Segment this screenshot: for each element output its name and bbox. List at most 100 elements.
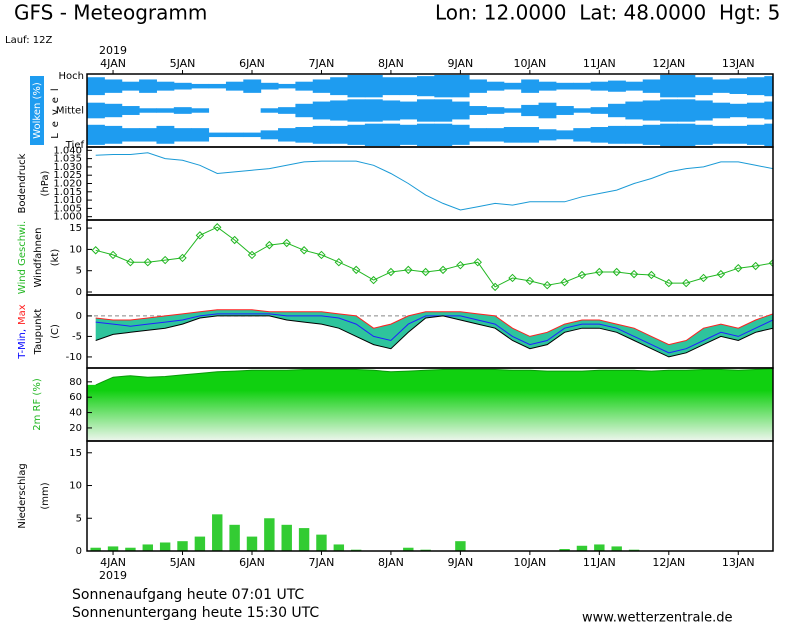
wind-marker	[751, 261, 760, 271]
x-tick-label-bottom: 4JAN	[100, 556, 126, 569]
panel-plot	[87, 75, 773, 146]
precip-bar	[194, 536, 206, 551]
cloud-cover	[312, 101, 331, 120]
series-line	[95, 226, 773, 288]
x-tick-label-bottom: 12JAN	[652, 556, 685, 569]
y-tick-label: 1.015	[53, 187, 82, 198]
cloud-cover	[87, 124, 105, 145]
y-tick-label: 0	[76, 287, 82, 298]
cloud-cover	[712, 125, 731, 144]
panel-frame	[86, 146, 774, 221]
cloud-cover	[382, 100, 401, 121]
y-axis-label-part: (C)	[50, 324, 61, 339]
cloud-cover	[573, 108, 592, 113]
y-tick-label: 5	[76, 513, 82, 524]
precip-bar	[281, 524, 292, 551]
year-bottom: 2019	[99, 569, 127, 582]
cloud-cover	[104, 125, 123, 144]
cloud-cover	[451, 124, 470, 145]
cloud-cover	[694, 77, 713, 96]
cloud-level-label: Mittel	[56, 106, 84, 117]
y-axis-label-part: Max	[17, 304, 28, 325]
wind-marker	[282, 238, 291, 248]
x-tick-label-bottom: 10JAN	[513, 556, 546, 569]
y-tick-label: 10	[69, 244, 82, 255]
wind-marker	[299, 246, 309, 255]
precip-bar	[403, 547, 414, 551]
wind-marker	[178, 253, 187, 263]
cloud-cover	[225, 81, 244, 91]
wind-marker	[647, 270, 656, 280]
wind-marker	[351, 265, 361, 275]
cloud-cover	[156, 108, 175, 113]
y-label-box	[30, 76, 44, 145]
cloud-cover	[139, 128, 157, 142]
cloud-cover	[87, 77, 105, 96]
y-axis-label-part: Windfahnen	[33, 228, 44, 288]
cloud-cover	[434, 123, 453, 146]
x-tick-label-top: 8JAN	[378, 57, 404, 70]
y-axis-label-part: Wind Geschwi.	[17, 221, 28, 294]
x-tick-label-bottom: 5JAN	[170, 556, 196, 569]
y-tick-label: -5	[72, 331, 82, 342]
x-tick-label-top: 10JAN	[513, 57, 546, 70]
cloud-cover	[330, 125, 349, 144]
panel-plot	[87, 309, 773, 358]
cloud-cover	[347, 99, 366, 122]
cloud-cover	[451, 101, 470, 120]
cloud-cover	[746, 102, 765, 119]
cloud-cover	[173, 107, 192, 114]
y-axis-label-part: (mm)	[40, 482, 51, 509]
y-tick-label: 1.035	[53, 154, 82, 165]
wind-marker	[560, 278, 569, 287]
location: Lon: 12.0000 Lat: 48.0000 Hgt: 5	[435, 1, 780, 25]
wind-marker	[577, 270, 587, 280]
x-tick-label-bottom: 9JAN	[447, 556, 473, 569]
precip-bar	[316, 534, 327, 551]
cloud-cover	[208, 132, 227, 138]
wind-marker	[768, 258, 773, 268]
cloud-cover	[660, 99, 678, 122]
y-axis-label: (kt)	[50, 249, 61, 267]
cloud-cover	[330, 100, 349, 121]
cloud-cover	[312, 79, 331, 93]
cloud-cover	[104, 103, 123, 118]
cloud-cover	[191, 128, 210, 142]
source: www.wetterzentrale.de	[582, 611, 732, 625]
panel-frame	[86, 440, 774, 552]
cloud-cover	[173, 128, 192, 142]
x-tick-label-top: 7JAN	[309, 57, 335, 70]
wind-marker	[230, 235, 239, 245]
wind-marker	[265, 240, 274, 250]
cloud-cover	[555, 130, 574, 140]
sunset: Sonnenuntergang heute 15:30 UTC	[72, 605, 319, 621]
panel-plot	[90, 514, 640, 551]
cloud-cover	[503, 127, 522, 143]
precip-bar	[177, 541, 188, 551]
cloud-cover	[573, 128, 592, 142]
y-axis-label: Wind Geschwi.	[17, 221, 28, 294]
cloud-cover	[521, 127, 540, 143]
panel-plot	[91, 223, 773, 292]
cloud-cover	[139, 79, 157, 93]
precip-bar	[576, 545, 588, 551]
y-axis-label-part: (hPa)	[40, 170, 51, 196]
wind-marker	[716, 269, 726, 279]
series-line	[95, 313, 773, 354]
cloud-cover	[746, 124, 765, 145]
year-top: 2019	[99, 44, 127, 57]
y-axis-label: (C)	[50, 324, 61, 339]
cloud-cover	[260, 82, 279, 90]
cloud-cover	[139, 108, 157, 113]
precip-bar	[125, 547, 136, 551]
cloud-cover	[503, 82, 522, 90]
cloud-cover	[608, 80, 626, 92]
y-axis-label-part: Wolken (%)	[32, 82, 43, 139]
wind-marker	[386, 267, 396, 277]
wind-marker	[612, 267, 621, 277]
precip-bar	[246, 536, 258, 551]
wind-marker	[160, 255, 170, 265]
cloud-cover	[555, 82, 574, 90]
cloud-cover	[521, 79, 540, 93]
